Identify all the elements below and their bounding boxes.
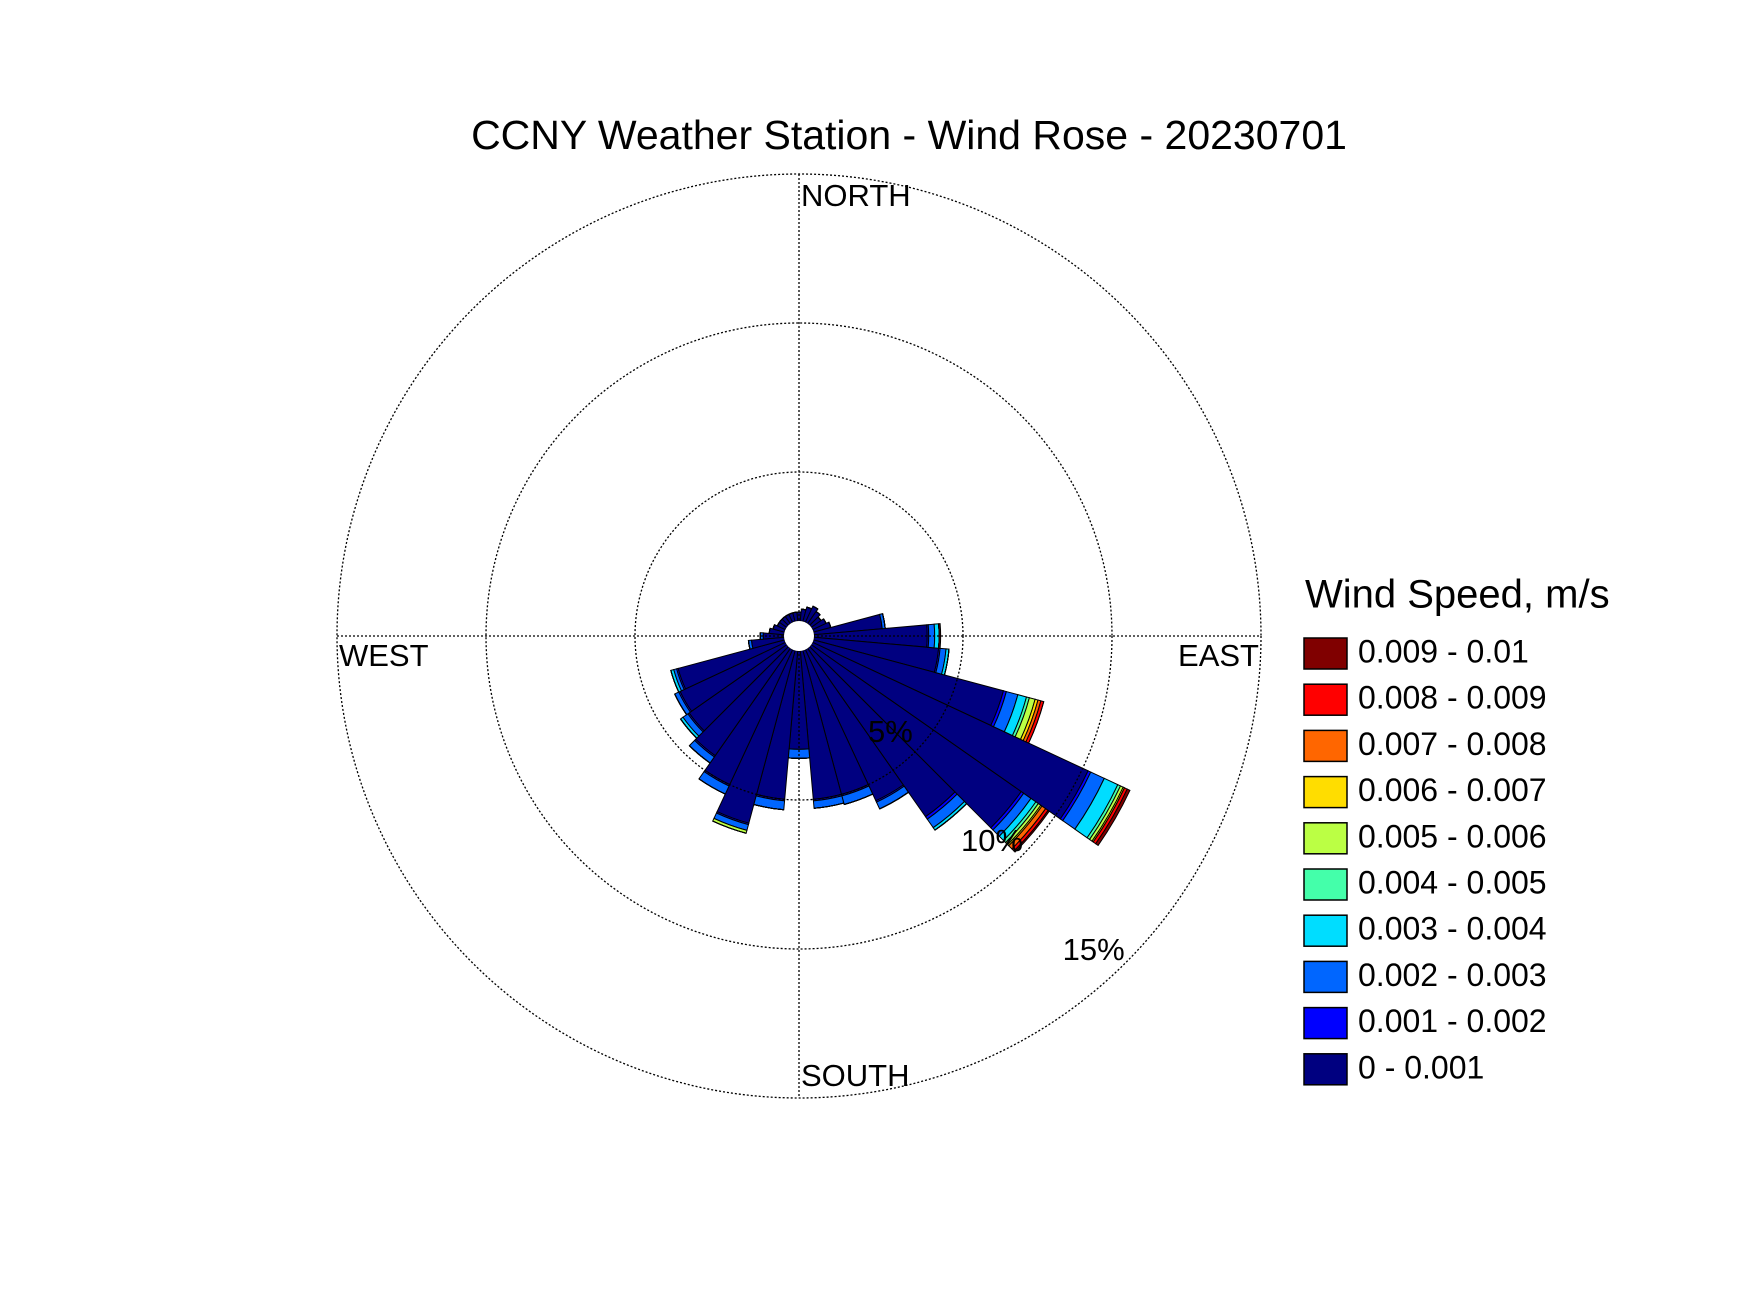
wedge-segment — [801, 608, 807, 611]
legend-label: 0.001 - 0.002 — [1358, 1003, 1547, 1039]
legend-label: 0.003 - 0.004 — [1358, 911, 1547, 947]
wedge-segment — [1013, 809, 1050, 853]
legend-label: 0.009 - 0.01 — [1358, 633, 1529, 669]
wedge-segment — [938, 623, 942, 649]
grid-ring — [485, 322, 1113, 950]
wedge-segment — [712, 820, 747, 834]
wedge-segment — [844, 793, 873, 805]
r-tick-label: 10% — [961, 823, 1023, 858]
legend-swatch — [1303, 775, 1348, 809]
legend-label: 0.008 - 0.009 — [1358, 680, 1547, 716]
legend-title: Wind Speed, m/s — [1305, 573, 1610, 617]
center-hole — [784, 621, 814, 651]
wedge-segment — [670, 670, 680, 693]
legend-swatch — [1303, 683, 1348, 716]
legend-swatch — [1303, 1006, 1348, 1040]
wedge-segment — [812, 605, 819, 610]
direction-label: EAST — [1178, 638, 1259, 673]
legend-swatch — [1303, 868, 1348, 901]
r-tick-label: 15% — [1063, 932, 1125, 967]
legend-label: 0.006 - 0.007 — [1358, 772, 1547, 808]
wedge-segment — [1028, 701, 1045, 744]
wedge-segment — [776, 621, 780, 627]
wedge-segment — [882, 613, 886, 629]
legend-swatch — [1303, 822, 1348, 855]
legend-swatch — [1303, 637, 1348, 670]
wedge-segment — [689, 745, 711, 764]
wedges — [670, 605, 1131, 853]
wedge-segment — [806, 606, 812, 610]
legend-label: 0.002 - 0.003 — [1358, 957, 1547, 993]
chart-title: CCNY Weather Station - Wind Rose - 20230… — [471, 112, 1347, 158]
wedge-segment — [815, 611, 821, 616]
wedge-segment — [814, 802, 844, 809]
legend-label: 0 - 0.001 — [1358, 1049, 1484, 1085]
legend-label: 0.004 - 0.005 — [1358, 864, 1547, 900]
direction-label: WEST — [339, 638, 429, 673]
direction-label: SOUTH — [801, 1058, 910, 1093]
wedge-segment — [698, 778, 726, 795]
wedge-segment — [674, 693, 688, 715]
legend-swatch — [1303, 729, 1348, 763]
legend-swatch — [1303, 960, 1348, 994]
legend-label: 0.005 - 0.006 — [1358, 818, 1547, 854]
wedge-segment — [1094, 788, 1131, 847]
legend-swatch — [1303, 1053, 1348, 1086]
legend-label: 0.007 - 0.008 — [1358, 726, 1547, 762]
r-tick-label: 5% — [868, 714, 913, 749]
wedge-segment — [817, 616, 822, 621]
legend-swatch — [1303, 914, 1348, 947]
direction-label: NORTH — [801, 178, 911, 213]
